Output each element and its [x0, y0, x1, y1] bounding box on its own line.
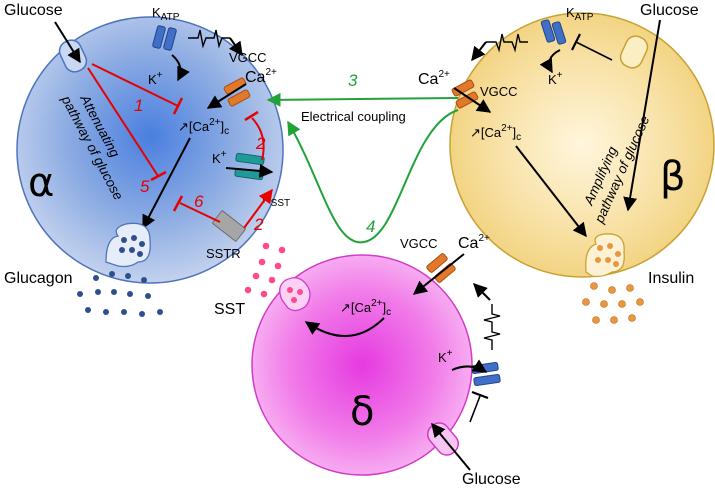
- inhibition-bar-5: [150, 170, 167, 182]
- ca-label-beta: Ca2+: [418, 69, 450, 88]
- insulin-label: Insulin: [648, 270, 694, 287]
- inhibition-line-2a: [251, 117, 265, 161]
- action-potential-icon-alpha: [188, 29, 243, 57]
- k-plus-label-beta: K+: [548, 70, 563, 87]
- exocytosis-arrow-beta: [515, 145, 587, 238]
- katp-channel-delta: [471, 361, 501, 387]
- glucose-label-delta: Glucose: [462, 471, 521, 488]
- k-plus-label-delta: K+: [438, 348, 453, 365]
- electrical-coupling-arrow-3: [266, 92, 459, 107]
- step-number-5: 5: [140, 177, 150, 196]
- k-plus-label-ksst: K+: [212, 149, 227, 166]
- inhibition-line-5: [87, 67, 159, 177]
- sst-vesicle: [279, 277, 311, 312]
- glucagon-granules: [77, 271, 163, 317]
- ca-label-delta: Ca2+: [458, 233, 490, 252]
- inhibition-line-delta-glucose: [469, 395, 481, 423]
- katp-channel-beta: [540, 19, 567, 45]
- vgcc-label-beta: VGCC: [480, 84, 518, 99]
- k-efflux-arrow-beta: [539, 49, 561, 74]
- inhibition-bar-2a: [244, 110, 259, 122]
- glucose-transporter-alpha: [54, 21, 88, 73]
- step-number-2b: 2: [253, 215, 264, 234]
- action-potential-icon-beta: [471, 33, 528, 62]
- ca-cyto-label-beta: ↗[Ca2+]c: [470, 123, 521, 143]
- katp-channel-alpha: [152, 25, 177, 51]
- katp-label-beta: KATP: [566, 5, 594, 23]
- inhibition-bar-1: [172, 97, 184, 115]
- ca-influx-arrow-beta: [453, 87, 492, 113]
- delta-cell-label: δ: [350, 389, 374, 435]
- sst-label: SST: [214, 301, 245, 318]
- step-number-4: 4: [366, 217, 375, 236]
- inhibition-bar-6: [172, 195, 184, 212]
- k-efflux-arrow-delta: [451, 359, 488, 373]
- glucagon-vesicle: [105, 222, 151, 268]
- k-efflux-arrow-ksst: [225, 163, 274, 178]
- step-number-1: 1: [134, 96, 143, 115]
- step-number-2a: 2: [255, 134, 266, 153]
- ca-influx-arrow-alpha: [206, 83, 247, 109]
- electrical-coupling-arrow-4: [287, 109, 459, 244]
- sstr-receptor: [212, 210, 246, 242]
- vgcc-channel-delta: [426, 253, 456, 283]
- activation-arrow-2b: [243, 188, 273, 229]
- inhibition-line-beta-glucose: [575, 41, 613, 61]
- vgcc-label-alpha: VGCC: [229, 50, 267, 65]
- k-plus-label-alpha: K+: [148, 70, 163, 87]
- beta-cell: [449, 12, 715, 278]
- katp-label-alpha: KATP: [152, 5, 180, 23]
- step-number-3: 3: [348, 71, 358, 90]
- electrical-coupling-label: Electrical coupling: [301, 109, 406, 124]
- inhibition-line-1: [91, 63, 179, 107]
- glucose-label-alpha: Glucose: [4, 2, 63, 19]
- beta-cell-label: β: [660, 154, 686, 200]
- inhibition-bar-delta-glucose: [471, 390, 489, 400]
- alpha-cell-label: α: [28, 160, 54, 206]
- ca-cyto-label-alpha: ↗[Ca2+]c: [178, 117, 229, 137]
- insulin-vesicle: [585, 233, 625, 278]
- sstr-label: SSTR: [206, 246, 241, 261]
- insulin-granules: [582, 282, 644, 324]
- glucose-transporter-beta: [619, 19, 661, 212]
- sst-granules: [244, 242, 286, 298]
- exocytosis-arrow-alpha: [142, 137, 191, 230]
- exocytosis-arrow-delta: [304, 317, 385, 337]
- glucose-transporter-delta: [426, 422, 471, 471]
- vgcc-label-delta: VGCC: [400, 236, 438, 251]
- inhibition-line-6: [179, 202, 221, 223]
- ca-label-alpha: Ca2+: [245, 67, 277, 86]
- inhibition-bar-beta-glucose: [571, 33, 581, 51]
- ca-cyto-label-delta: ↗[Ca2+]c: [340, 298, 391, 318]
- glucagon-label: Glucagon: [4, 270, 73, 287]
- step-number-6: 6: [194, 192, 204, 211]
- ca-influx-arrow-delta: [412, 253, 465, 295]
- alpha-cell: [16, 16, 284, 284]
- action-potential-icon-delta: [473, 283, 501, 350]
- k-efflux-arrow-alpha: [171, 54, 190, 82]
- glucose-label-beta: Glucose: [640, 2, 699, 19]
